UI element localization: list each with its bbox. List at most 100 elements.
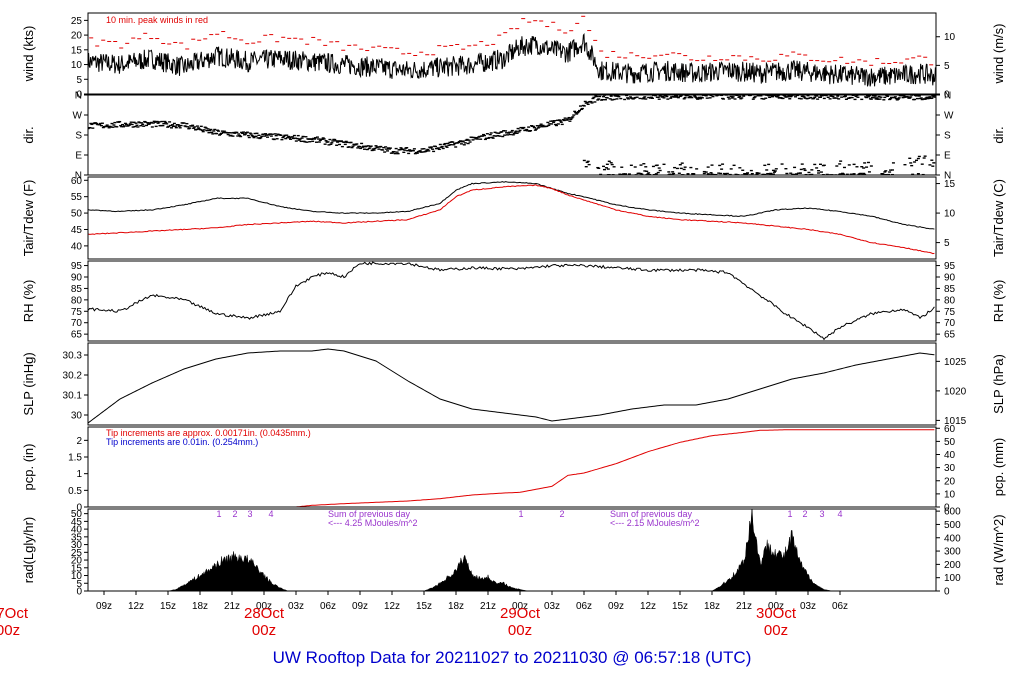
x-tick-label: 06z (832, 601, 848, 612)
y-axis-label: dir. (21, 126, 36, 143)
radiation-marker-label: 2 (232, 509, 237, 519)
x-tick-label: 06z (320, 601, 336, 612)
panel-frame (87, 260, 937, 342)
y-axis-label: pcp. (in) (21, 444, 36, 491)
x-date-time-label: 00z (764, 622, 788, 639)
radiation-sum-note: Sum of previous day (610, 509, 693, 519)
x-tick-label: 03z (544, 601, 560, 612)
series-radiation (88, 509, 936, 591)
y-axis-label: RH (%) (21, 280, 36, 323)
x-tick-label: 12z (640, 601, 656, 612)
y-tick-label-right: 0 (944, 90, 950, 101)
y-tick-label-right: 65 (944, 330, 956, 341)
y-tick-label-right: 400 (944, 533, 961, 544)
y-tick-label-right: 200 (944, 560, 961, 571)
y-axis-label-right: Tair/Tdew (C) (991, 179, 1006, 257)
y-tick-label: 30.2 (63, 371, 83, 382)
x-tick-label: 12z (128, 601, 144, 612)
y-tick-label: 95 (71, 261, 83, 272)
y-tick-label-right: 10 (944, 489, 956, 500)
y-tick-label: 50 (71, 209, 83, 220)
panel-frame (87, 508, 937, 592)
panel-frame (87, 176, 937, 260)
y-tick-label-right: 1020 (944, 386, 967, 397)
y-tick-label: 30 (71, 540, 83, 551)
x-date-time-label: 00z (508, 622, 532, 639)
y-tick-label: 30.1 (63, 391, 83, 402)
y-tick-label-right: 60 (944, 424, 956, 435)
y-axis-label-right: rad (W/m^2) (991, 514, 1006, 585)
y-tick-label: 20 (71, 31, 83, 42)
y-axis-label-right: RH (%) (991, 280, 1006, 323)
y-tick-label: 30.3 (63, 351, 83, 362)
y-tick-label: 10 (71, 571, 83, 582)
y-tick-label: 10 (71, 60, 83, 71)
plot-area (88, 95, 936, 175)
y-axis-label-right: pcp. (mm) (991, 438, 1006, 497)
y-tick-label-right: 20 (944, 476, 956, 487)
panel-frame (87, 94, 937, 176)
y-tick-label: 1.5 (68, 453, 82, 464)
y-tick-label: 60 (71, 176, 83, 187)
x-axis: 09z 12z 15z 18z 21z 00z 03z 06z 09z 12z 15z 18z 21z 0… (0, 591, 848, 639)
y-tick-label: 45 (71, 225, 83, 236)
x-tick-label: 21z (224, 601, 240, 612)
x-date-time-label: 00z (0, 622, 20, 639)
series-line (88, 261, 935, 341)
y-tick-label-right: 5 (944, 61, 950, 72)
y-tick-label: 35 (71, 532, 83, 543)
panel-frame (87, 426, 937, 508)
series-line (88, 181, 935, 230)
series-line (88, 348, 935, 424)
y-tick-label: 50 (71, 509, 83, 520)
y-tick-label: 25 (71, 16, 83, 27)
x-tick-label: 21z (480, 601, 496, 612)
y-tick-label: E (75, 151, 82, 162)
radiation-marker-label: 1 (787, 509, 792, 519)
y-tick-label-right: 90 (944, 273, 956, 284)
y-tick-label-right: 10 (944, 209, 956, 220)
y-axis-label-right: dir. (991, 126, 1006, 143)
y-tick-label: 0 (76, 90, 82, 101)
y-tick-label-right: 500 (944, 520, 961, 531)
y-tick-label-right: 0 (944, 503, 950, 514)
x-date-time-label: 00z (252, 622, 276, 639)
y-tick-label: 15 (71, 45, 83, 56)
panel-1: 0 5 10 15 20 25 0 5 10 wind (kts) wind (m/s) 10 min… (21, 12, 1006, 101)
x-date-label: 28Oct (244, 605, 285, 622)
y-tick-label-right: 300 (944, 547, 961, 558)
plot-area (88, 15, 936, 87)
y-tick-label-right: 50 (944, 437, 956, 448)
x-tick-label: 15z (416, 601, 432, 612)
y-tick-label-right: 1015 (944, 416, 967, 427)
y-axis-label-right: SLP (hPa) (991, 354, 1006, 414)
y-axis-label: rad(Lgly/hr) (21, 517, 36, 583)
y-tick-label: N (75, 91, 82, 102)
plot-area (88, 348, 935, 424)
x-tick-label: 18z (192, 601, 208, 612)
x-tick-label: 00z (768, 601, 784, 612)
y-tick-label-right: 80 (944, 295, 956, 306)
y-tick-label-right: 15 (944, 179, 956, 190)
y-tick-label: 55 (71, 192, 83, 203)
radiation-marker-label: 1 (216, 509, 221, 519)
y-tick-label-right: 0 (944, 587, 950, 598)
y-tick-label: 15 (71, 563, 83, 574)
y-tick-label: 5 (76, 579, 82, 590)
x-date-label: 27Oct (0, 605, 29, 622)
series-line (88, 429, 935, 507)
y-tick-label: 40 (71, 525, 83, 536)
y-tick-label: 70 (71, 318, 83, 329)
plot-area (88, 429, 935, 507)
panel-3: 40 45 50 55 60 5 10 15 Tair/Tdew (F) Tair/Tdew (C… (21, 176, 1006, 260)
x-date-label: 30Oct (756, 605, 797, 622)
x-tick-label: 18z (704, 601, 720, 612)
y-tick-label-right: 40 (944, 450, 956, 461)
y-tick-label: 5 (76, 75, 82, 86)
y-tick-label: 0 (76, 503, 82, 514)
y-tick-label: W (73, 111, 83, 122)
y-tick-label-right: N (944, 171, 951, 182)
x-tick-label: 09z (352, 601, 368, 612)
y-tick-label-right: 70 (944, 318, 956, 329)
x-date-label: 29Oct (500, 605, 541, 622)
